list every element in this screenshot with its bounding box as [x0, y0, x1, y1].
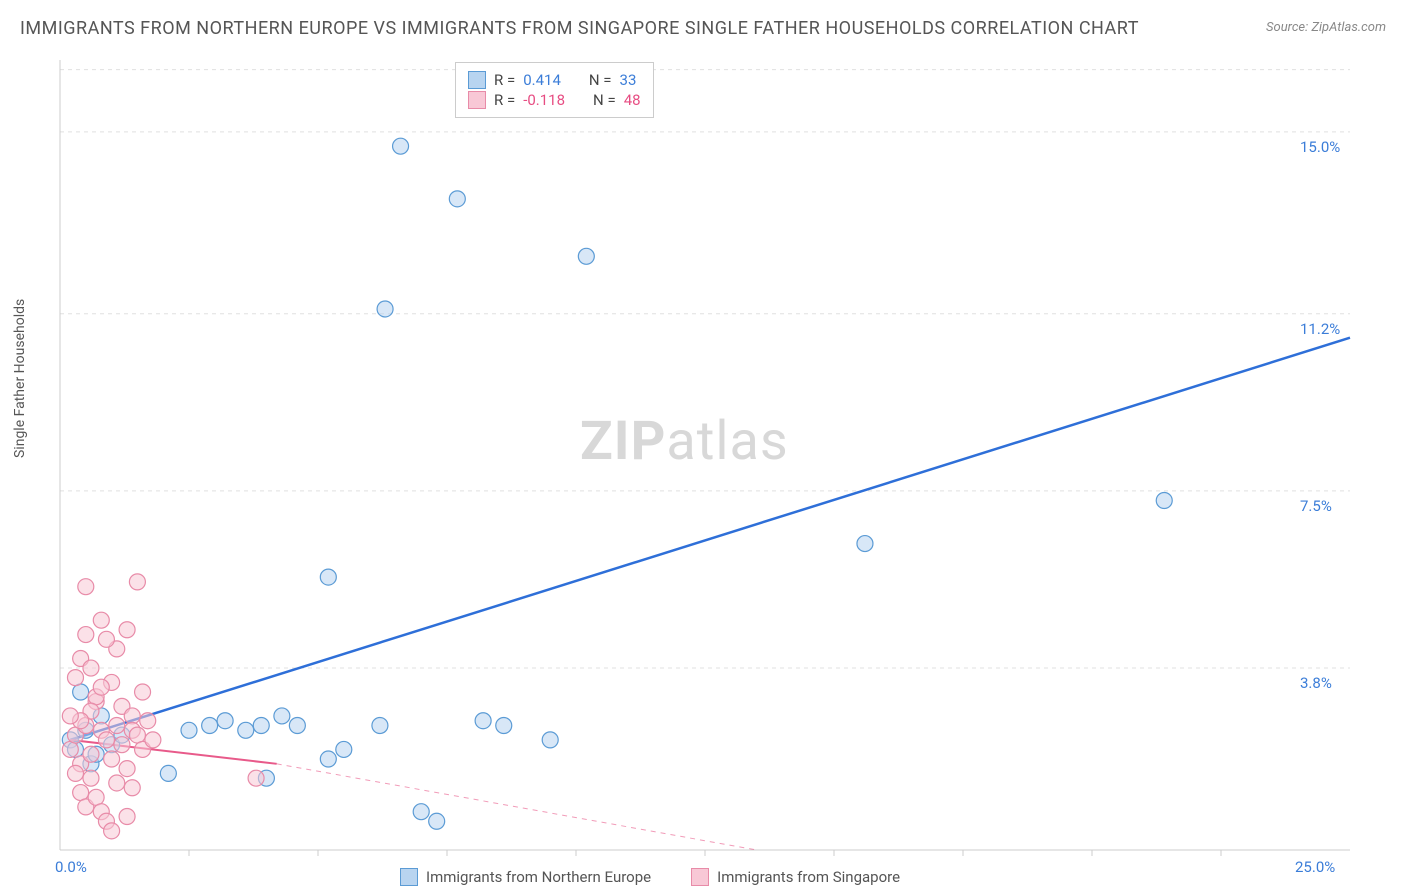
- n-value-series1: 33: [620, 71, 637, 89]
- y-tick-label: 7.5%: [1300, 497, 1332, 515]
- swatch-series1: [400, 868, 418, 886]
- n-label: N =: [593, 91, 616, 109]
- n-label: N =: [589, 71, 612, 89]
- scatter-chart: [0, 0, 1406, 892]
- x-tick-label: 0.0%: [55, 858, 87, 876]
- y-tick-label: 15.0%: [1300, 138, 1340, 156]
- r-label: R =: [494, 71, 515, 89]
- correlation-legend: R = 0.414 N = 33 R = -0.118 N = 48: [455, 62, 654, 118]
- n-value-series2: 48: [624, 91, 641, 109]
- correlation-row-series2: R = -0.118 N = 48: [468, 91, 641, 109]
- y-tick-label: 11.2%: [1300, 320, 1340, 338]
- r-label: R =: [494, 91, 515, 109]
- swatch-series2: [468, 91, 486, 109]
- legend-item-series2: Immigrants from Singapore: [691, 868, 900, 886]
- legend-label-series2: Immigrants from Singapore: [717, 868, 900, 886]
- r-value-series2: -0.118: [523, 91, 565, 109]
- legend-item-series1: Immigrants from Northern Europe: [400, 868, 651, 886]
- correlation-row-series1: R = 0.414 N = 33: [468, 71, 641, 89]
- x-tick-label: 25.0%: [1295, 858, 1335, 876]
- y-tick-label: 3.8%: [1300, 674, 1332, 692]
- swatch-series1: [468, 71, 486, 89]
- swatch-series2: [691, 868, 709, 886]
- series-legend: Immigrants from Northern Europe Immigran…: [400, 868, 900, 886]
- r-value-series1: 0.414: [523, 71, 561, 89]
- legend-label-series1: Immigrants from Northern Europe: [426, 868, 651, 886]
